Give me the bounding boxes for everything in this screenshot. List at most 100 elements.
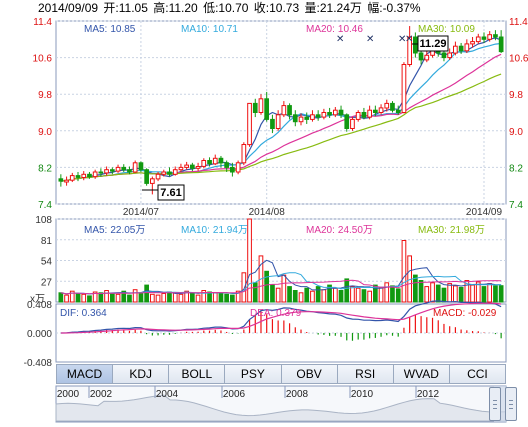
candle-body bbox=[384, 102, 390, 109]
volume-bar bbox=[98, 292, 104, 303]
volume-bar bbox=[298, 292, 304, 303]
candle-body bbox=[493, 34, 498, 38]
volume-y-tick: 27 bbox=[41, 277, 53, 288]
candle-body bbox=[270, 118, 275, 130]
candle-body bbox=[64, 179, 69, 183]
macd-lines bbox=[60, 300, 502, 334]
volume-bar bbox=[150, 293, 155, 303]
tab-psy[interactable]: PSY bbox=[225, 364, 282, 384]
range-handle-left[interactable] bbox=[489, 387, 501, 421]
event-marker-icon: ✕ bbox=[336, 34, 344, 45]
candle-body bbox=[481, 36, 487, 40]
max-price-callout: 11.29 bbox=[412, 35, 449, 52]
candle-body bbox=[264, 98, 269, 120]
candle-body bbox=[361, 112, 367, 118]
dif-line bbox=[60, 300, 502, 334]
price-y-tick-right: 7.4 bbox=[509, 200, 523, 211]
candle-body bbox=[464, 43, 470, 52]
overview-year-label: 2004 bbox=[156, 389, 179, 400]
price-y-tick-left: 9.8 bbox=[38, 90, 52, 101]
price-y-tick-right: 9.8 bbox=[509, 90, 523, 101]
volume-bar bbox=[304, 287, 310, 303]
overview-year-axis: 2000 2002 2004 2006 2008 2010 2012 bbox=[55, 386, 440, 400]
candle-body bbox=[344, 114, 350, 130]
macd-y-tick: 0.000 bbox=[27, 329, 52, 340]
volume-bar bbox=[252, 282, 258, 303]
volume-y-tick: 108 bbox=[35, 215, 52, 226]
candle-body bbox=[407, 36, 412, 65]
tab-boll[interactable]: BOLL bbox=[169, 364, 226, 384]
range-handle-right[interactable] bbox=[505, 387, 517, 421]
volume-unit: x万 bbox=[30, 294, 45, 305]
price-y-tick-right: 8.2 bbox=[509, 163, 523, 174]
volume-grid bbox=[56, 218, 506, 282]
candle-body bbox=[98, 171, 104, 174]
candle-body bbox=[178, 166, 184, 171]
candle-body bbox=[121, 166, 127, 171]
volume-bar bbox=[384, 282, 390, 303]
tab-wvad[interactable]: WVAD bbox=[393, 364, 450, 384]
candle-body bbox=[207, 160, 212, 165]
volume-bar bbox=[321, 289, 327, 303]
volume-bar bbox=[230, 294, 235, 303]
candle-body bbox=[287, 105, 292, 116]
candle-body bbox=[172, 169, 178, 175]
price-y-tick-right: 11.4 bbox=[509, 17, 528, 28]
price-y-tick-right: 9.0 bbox=[509, 127, 523, 138]
price-x-tick: 2014/09 bbox=[466, 207, 503, 218]
candle-body bbox=[367, 109, 372, 118]
candle-body bbox=[470, 41, 475, 45]
volume-bar bbox=[424, 286, 430, 303]
candle-body bbox=[87, 173, 92, 178]
volume-bar bbox=[390, 285, 395, 303]
volume-bar bbox=[275, 287, 281, 303]
price-x-tick: 2014/08 bbox=[249, 207, 286, 218]
volume-bar bbox=[458, 286, 464, 303]
candle-body bbox=[498, 36, 504, 53]
tab-rsi[interactable]: RSI bbox=[337, 364, 394, 384]
volume-bar bbox=[447, 283, 452, 303]
tab-macd[interactable]: MACD bbox=[56, 364, 114, 384]
candle-body bbox=[281, 105, 287, 116]
overview-year-label: 2010 bbox=[351, 389, 374, 400]
macd-y-tick: 0.408 bbox=[27, 300, 52, 311]
event-marker-icon: ✕ bbox=[366, 34, 374, 45]
tab-kdj[interactable]: KDJ bbox=[113, 364, 170, 384]
volume-bar bbox=[493, 285, 498, 303]
candle-body bbox=[441, 52, 447, 59]
event-marker-icon: ✕ bbox=[405, 34, 413, 45]
tab-obv[interactable]: OBV bbox=[281, 364, 338, 384]
volume-y-tick: 54 bbox=[41, 257, 53, 268]
candle-body bbox=[167, 171, 172, 175]
volume-bar bbox=[235, 290, 241, 303]
candle-body bbox=[355, 112, 361, 120]
volume-bar bbox=[344, 278, 350, 303]
candle-body bbox=[69, 175, 75, 181]
overview-year-label: 2006 bbox=[223, 389, 246, 400]
candle-body bbox=[390, 102, 395, 111]
candle-body bbox=[310, 114, 315, 120]
volume-bar bbox=[110, 293, 115, 303]
candle-body bbox=[58, 178, 64, 182]
overview-year-label: 2000 bbox=[57, 389, 80, 400]
candle-body bbox=[298, 116, 304, 123]
volume-bar bbox=[270, 284, 275, 303]
candle-body bbox=[252, 102, 258, 114]
volume-bar bbox=[218, 293, 224, 303]
candle-body bbox=[115, 166, 121, 172]
price-grid bbox=[56, 20, 506, 205]
dea-label: DEA: 0.379 bbox=[250, 308, 302, 319]
tab-cci[interactable]: CCI bbox=[449, 364, 506, 384]
volume-bar bbox=[281, 274, 287, 303]
price-y-tick-left: 8.2 bbox=[38, 163, 52, 174]
volume-bar bbox=[87, 295, 92, 303]
volume-bar bbox=[310, 290, 315, 303]
overview-history-area bbox=[55, 394, 507, 422]
candle-body bbox=[321, 112, 327, 118]
candle-body bbox=[487, 34, 492, 40]
volume-bar bbox=[401, 240, 407, 303]
candle-body bbox=[184, 164, 190, 168]
volume-bar bbox=[201, 290, 207, 303]
price-y-axis-right: 11.4 10.6 9.8 9.0 8.2 7.4 bbox=[509, 17, 528, 211]
